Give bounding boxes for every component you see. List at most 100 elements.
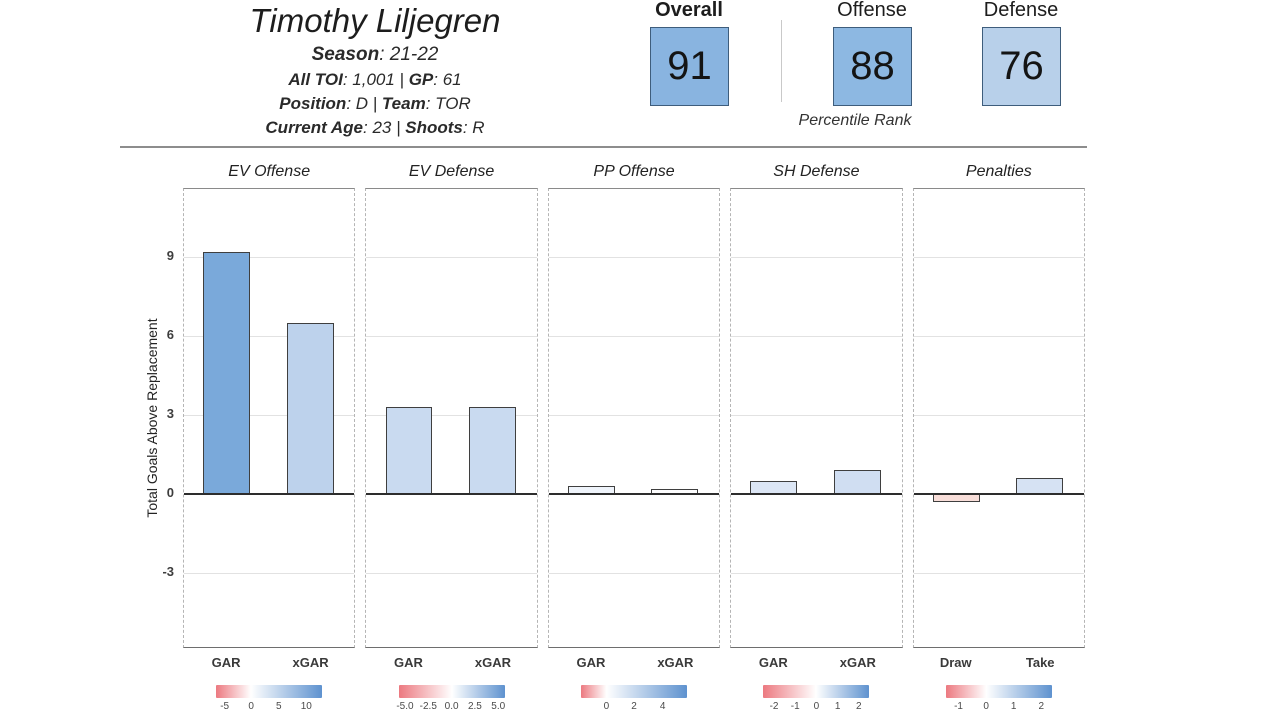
panel-title: EV Defense [408, 163, 495, 180]
category-labels: Draw Take [913, 648, 1085, 681]
category-label-take: Take [1025, 655, 1055, 670]
legend-tick: 10 [300, 701, 312, 712]
category-label-xgar: xGAR [292, 655, 329, 670]
panel-title: Penalties [965, 163, 1032, 180]
gridline [184, 415, 355, 417]
legend-tick-labels: -5.0 -2.5 0.0 2.5 5.0 [396, 700, 506, 714]
bar-xgar [286, 323, 334, 494]
gridline [184, 572, 355, 574]
gridline [731, 257, 902, 259]
category-label-xgar: xGAR [474, 655, 512, 670]
category-label-xgar: xGAR [657, 655, 694, 670]
panel-ev-offense: EV Offense GAR xGAR -5 0 5 10 [183, 163, 356, 714]
legend-gradient [398, 685, 505, 698]
zero-axis-line [366, 492, 537, 495]
chart-panels: EV Offense GAR xGAR -5 0 5 10 EV Defense GAR xGAR… [183, 163, 1086, 714]
panel-plot-area [547, 188, 721, 648]
y-tick-label: 6 [166, 327, 174, 343]
panel-plot-area [365, 188, 538, 648]
zero-axis-line [731, 492, 902, 495]
gridline [731, 572, 902, 574]
legend-tick: 5.0 [491, 701, 506, 712]
zero-axis-line [913, 492, 1085, 495]
bar-draw [932, 493, 980, 502]
category-labels: GAR xGAR [730, 648, 902, 681]
category-labels: GAR xGAR [365, 648, 537, 681]
gridline [913, 572, 1085, 574]
category-labels: GAR xGAR [183, 648, 355, 681]
legend-tick-labels: -5 0 5 10 [216, 700, 322, 714]
legend-gradient [216, 685, 323, 698]
legend-tick: 1 [834, 701, 841, 712]
panel-pp-offense: PP Offense GAR xGAR 0 2 4 [547, 163, 721, 714]
percentile-box-defense: 76 [982, 27, 1061, 106]
legend-tick: 2 [1038, 701, 1044, 712]
y-tick-label: 0 [166, 484, 174, 500]
category-label-gar: GAR [576, 655, 606, 670]
category-label-gar: GAR [394, 655, 423, 670]
gridline [366, 257, 537, 259]
player-info-line: Position: D | Team: TOR [279, 94, 471, 113]
percentile-label-overall: Overall [655, 0, 723, 21]
legend-gradient [581, 685, 688, 698]
legend-tick: 4 [659, 701, 666, 712]
zero-axis-line [184, 492, 355, 495]
gridline [366, 415, 537, 417]
bar-gar [385, 407, 433, 494]
player-info-block: Timothy Liljegren Season: 21-22 All TOI: … [150, 2, 600, 140]
panel-plot-area [183, 188, 356, 648]
legend-tick: 2 [631, 701, 637, 712]
gridline [184, 336, 355, 338]
panel-plot-area [730, 188, 903, 648]
legend-tick: 0 [813, 701, 820, 712]
legend-gradient [945, 685, 1052, 698]
legend-tick: -2.5 [419, 701, 437, 712]
y-tick-label: 9 [166, 248, 174, 264]
gridline [913, 336, 1085, 338]
gridline [548, 415, 720, 417]
player-name: Timothy Liljegren [249, 2, 501, 39]
legend-tick-labels: -2 -1 0 1 2 [763, 700, 869, 714]
legend-tick: 0 [248, 701, 254, 712]
gridline [366, 336, 537, 338]
bar-gar [203, 252, 251, 494]
panel-ev-defense: EV Defense GAR xGAR -5.0 -2.5 0.0 2.5 5.0 [365, 163, 538, 714]
legend-tick: 1 [1010, 701, 1017, 712]
panel-title: EV Offense [228, 163, 311, 180]
player-info-lines: Season: 21-22 All TOI: 1,001 | GP: 61 Posi… [150, 42, 600, 140]
legend-tick: 5 [275, 701, 282, 712]
legend-tick-labels: 0 2 4 [581, 700, 687, 714]
percentile-caption: Percentile Rank [798, 112, 912, 129]
gridline [548, 336, 720, 338]
player-info-line: Season: 21-22 [311, 44, 439, 65]
legend-tick: -5.0 [396, 701, 414, 712]
gridline [184, 257, 355, 259]
percentile-box-overall: 91 [650, 27, 729, 106]
zero-axis-line [548, 492, 720, 495]
legend-tick: 2 [856, 701, 862, 712]
legend-tick: 0.0 [444, 701, 459, 712]
percentile-label-defense: Defense [983, 0, 1059, 21]
gridline [913, 257, 1085, 259]
bar-take [1016, 478, 1064, 494]
bar-xgar [469, 407, 516, 494]
player-info-line: All TOI: 1,001 | GP: 61 [288, 70, 462, 89]
panel-sh-defense: SH Defense GAR xGAR -2 -1 0 1 2 [730, 163, 903, 714]
category-label-xgar: xGAR [839, 655, 876, 670]
gridline [548, 572, 720, 574]
legend-tick: -2 [769, 701, 779, 712]
header-separator [120, 146, 1087, 148]
legend-tick: -1 [790, 701, 800, 712]
panel-title: SH Defense [773, 163, 860, 180]
percentile-divider [781, 20, 782, 102]
percentile-box-offense: 88 [833, 27, 912, 106]
legend-gradient [763, 685, 870, 698]
legend-tick: -1 [954, 701, 963, 712]
bar-xgar [833, 470, 881, 494]
y-tick-label: 3 [166, 406, 174, 422]
gridline [731, 336, 902, 338]
percentile-label-offense: Offense [837, 0, 907, 21]
gridline [366, 572, 537, 574]
gridline [731, 415, 902, 417]
category-labels: GAR xGAR [548, 648, 720, 681]
